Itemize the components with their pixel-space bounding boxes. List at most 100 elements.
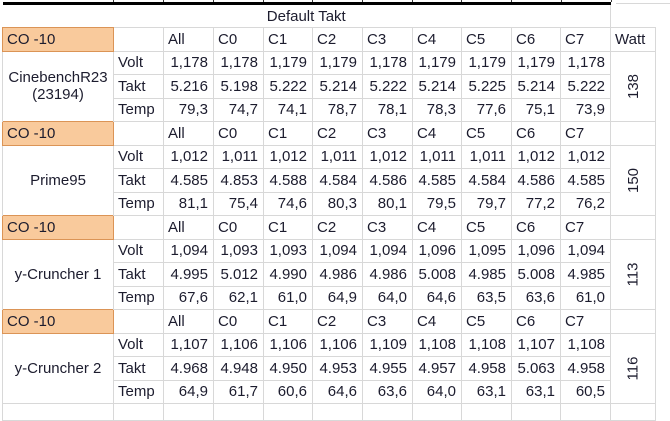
value-cell[interactable]: 1,178 (362, 50, 413, 75)
empty-cell[interactable] (2, 403, 114, 421)
empty-cell[interactable] (312, 403, 363, 421)
value-cell[interactable]: 4.584 (461, 168, 512, 193)
empty-cell[interactable] (263, 403, 313, 421)
value-cell[interactable]: 79,5 (412, 191, 462, 216)
value-cell[interactable]: 63,5 (461, 285, 512, 310)
empty-cell[interactable] (461, 403, 512, 421)
metric-label-cell[interactable]: Temp (113, 285, 164, 310)
value-cell[interactable]: 4.584 (312, 168, 363, 193)
column-header-cell[interactable]: C1 (263, 215, 313, 240)
value-cell[interactable]: 80,1 (362, 191, 413, 216)
column-header-cell[interactable]: C7 (559, 309, 612, 334)
value-cell[interactable]: 1,106 (263, 332, 313, 357)
column-header-cell[interactable]: C2 (312, 309, 363, 334)
column-header-cell[interactable]: C2 (312, 121, 363, 146)
empty-cell[interactable] (113, 215, 164, 240)
column-header-cell[interactable]: All (163, 309, 214, 334)
metric-label-cell[interactable]: Temp (113, 97, 164, 122)
value-cell[interactable]: 1,178 (163, 50, 214, 75)
column-header-cell[interactable]: C0 (213, 215, 264, 240)
value-cell[interactable]: 4.955 (362, 356, 413, 381)
value-cell[interactable]: 1,107 (511, 332, 561, 357)
value-cell[interactable]: 4.585 (412, 168, 462, 193)
value-cell[interactable]: 1,108 (559, 332, 612, 357)
value-cell[interactable]: 63,6 (511, 285, 561, 310)
value-cell[interactable]: 63,6 (362, 379, 413, 404)
value-cell[interactable]: 64,6 (412, 285, 462, 310)
value-cell[interactable]: 67,6 (163, 285, 214, 310)
value-cell[interactable]: 5.222 (559, 74, 612, 99)
value-cell[interactable]: 81,1 (163, 191, 214, 216)
value-cell[interactable]: 1,094 (362, 238, 413, 263)
value-cell[interactable]: 4.588 (263, 168, 313, 193)
value-cell[interactable]: 78,7 (312, 97, 363, 122)
watt-value-cell[interactable]: 138 (610, 50, 657, 122)
value-cell[interactable]: 77,6 (461, 97, 512, 122)
value-cell[interactable]: 78,1 (362, 97, 413, 122)
column-header-cell[interactable]: All (163, 215, 214, 240)
value-cell[interactable]: 61,0 (559, 285, 612, 310)
value-cell[interactable]: 4.948 (213, 356, 264, 381)
value-cell[interactable]: 4.586 (362, 168, 413, 193)
value-cell[interactable]: 64,0 (412, 379, 462, 404)
value-cell[interactable]: 64,9 (312, 285, 363, 310)
watt-value-cell[interactable]: 113 (610, 238, 657, 310)
column-header-cell[interactable]: C0 (213, 309, 264, 334)
empty-cell[interactable] (362, 403, 413, 421)
metric-label-cell[interactable]: Takt (113, 168, 164, 193)
value-cell[interactable]: 1,012 (511, 144, 561, 169)
column-header-cell[interactable]: C4 (412, 27, 462, 52)
value-cell[interactable]: 1,106 (312, 332, 363, 357)
empty-cell[interactable] (113, 27, 164, 52)
column-header-cell[interactable]: C6 (511, 309, 561, 334)
empty-cell[interactable] (163, 403, 214, 421)
value-cell[interactable]: 1,096 (511, 238, 561, 263)
value-cell[interactable]: 1,011 (412, 144, 462, 169)
empty-cell[interactable] (511, 403, 561, 421)
value-cell[interactable]: 4.986 (312, 262, 363, 287)
column-header-cell[interactable]: C3 (362, 27, 413, 52)
empty-cell[interactable] (559, 403, 612, 421)
value-cell[interactable]: 79,7 (461, 191, 512, 216)
value-cell[interactable]: 64,0 (362, 285, 413, 310)
value-cell[interactable]: 1,179 (461, 50, 512, 75)
value-cell[interactable]: 4.985 (461, 262, 512, 287)
column-header-cell[interactable]: C5 (461, 121, 512, 146)
value-cell[interactable]: 1,096 (412, 238, 462, 263)
value-cell[interactable]: 61,0 (263, 285, 313, 310)
value-cell[interactable]: 61,7 (213, 379, 264, 404)
column-header-cell[interactable]: C7 (559, 215, 612, 240)
value-cell[interactable]: 63,1 (511, 379, 561, 404)
value-cell[interactable]: 4.986 (362, 262, 413, 287)
value-cell[interactable]: 78,3 (412, 97, 462, 122)
empty-cell[interactable] (610, 309, 657, 334)
value-cell[interactable]: 4.995 (163, 262, 214, 287)
value-cell[interactable]: 1,011 (461, 144, 512, 169)
column-header-cell[interactable]: C4 (412, 215, 462, 240)
value-cell[interactable]: 73,9 (559, 97, 612, 122)
watt-header-cell[interactable]: Watt (610, 27, 657, 52)
value-cell[interactable]: 80,3 (312, 191, 363, 216)
value-cell[interactable]: 5.225 (461, 74, 512, 99)
value-cell[interactable]: 5.008 (412, 262, 462, 287)
value-cell[interactable]: 1,107 (163, 332, 214, 357)
value-cell[interactable]: 1,011 (312, 144, 363, 169)
column-header-cell[interactable]: C3 (362, 309, 413, 334)
value-cell[interactable]: 5.214 (511, 74, 561, 99)
value-cell[interactable]: 75,4 (213, 191, 264, 216)
value-cell[interactable]: 5.222 (263, 74, 313, 99)
value-cell[interactable]: 74,6 (263, 191, 313, 216)
empty-cell[interactable] (610, 121, 657, 146)
value-cell[interactable]: 1,011 (213, 144, 264, 169)
value-cell[interactable]: 5.214 (412, 74, 462, 99)
value-cell[interactable]: 4.985 (559, 262, 612, 287)
column-header-cell[interactable]: C1 (263, 309, 313, 334)
column-header-cell[interactable]: C5 (461, 309, 512, 334)
value-cell[interactable]: 63,1 (461, 379, 512, 404)
value-cell[interactable]: 5.063 (511, 356, 561, 381)
value-cell[interactable]: 5.198 (213, 74, 264, 99)
empty-cell[interactable] (213, 403, 264, 421)
column-header-cell[interactable]: C4 (412, 121, 462, 146)
metric-label-cell[interactable]: Volt (113, 50, 164, 75)
metric-label-cell[interactable]: Takt (113, 74, 164, 99)
